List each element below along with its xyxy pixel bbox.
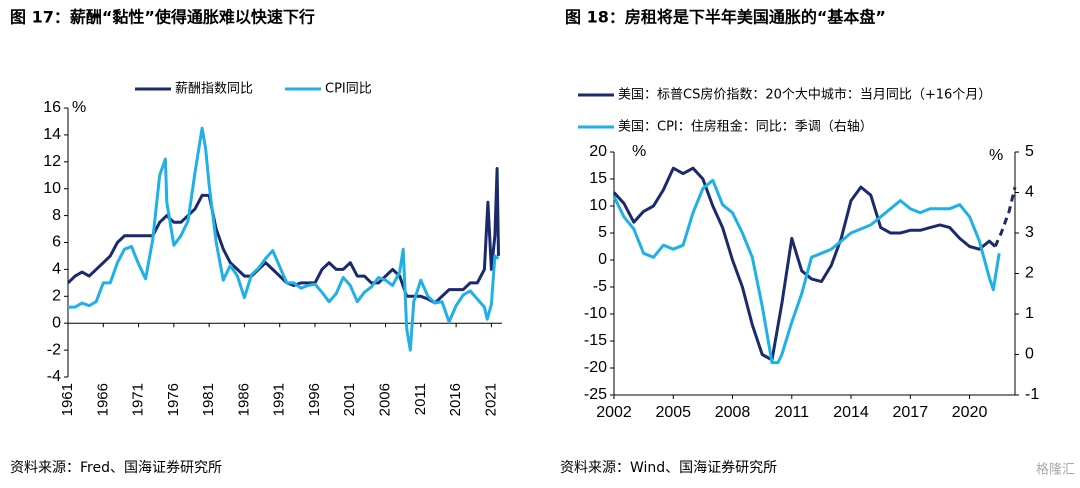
y-tick-label: 0 [52, 314, 61, 331]
y2-tick-label: 1 [1025, 305, 1034, 322]
series-line [68, 126, 500, 352]
x-tick-label: 2011 [775, 404, 810, 421]
x-tick-label: 2006 [377, 383, 394, 416]
x-tick-label: 1986 [235, 383, 252, 416]
y-tick-label: -2 [47, 341, 61, 358]
x-tick-label: 1976 [165, 383, 182, 416]
legend-label: CPI同比 [325, 82, 372, 97]
y-tick-label: 15 [589, 170, 607, 187]
legend-label: 薪酬指数同比 [175, 82, 253, 97]
x-tick-label: 1961 [59, 383, 76, 416]
x-tick-label: 2020 [952, 404, 988, 421]
y-unit: % [72, 99, 86, 116]
x-tick-label: 2016 [447, 383, 464, 416]
x-tick-label: 2011 [412, 383, 429, 415]
y-tick-label: 8 [52, 207, 61, 224]
chart-title: 图 17：薪酬“黏性”使得通胀难以快速下行 [10, 8, 315, 27]
y2-unit: % [989, 147, 1003, 164]
y2-tick-label: 3 [1025, 224, 1034, 241]
legend-label: 美国：CPI：住房租金：同比：季调（右轴） [618, 119, 873, 135]
y-tick-label: 16 [43, 99, 61, 116]
watermark: 格隆汇 [1036, 462, 1075, 478]
y-tick-label: -4 [47, 368, 61, 385]
y-tick-label: 6 [52, 234, 61, 251]
y-tick-label: -25 [584, 386, 607, 403]
series-line [612, 178, 1001, 365]
legend-label: 美国：标普CS房价指数：20个大中城市：当月同比（+16个月） [618, 87, 991, 103]
x-tick-label: 2005 [655, 404, 691, 421]
y-tick-label: 0 [598, 251, 607, 268]
y-tick-label: 10 [589, 197, 607, 214]
series-line [612, 166, 997, 362]
x-tick-label: 2001 [341, 383, 358, 416]
x-tick-label: 1971 [130, 383, 147, 416]
source: 资料来源：Fred、国海证券研究所 [10, 460, 222, 476]
series-line-dashed [993, 186, 1017, 248]
y-tick-label: 2 [52, 288, 61, 305]
y2-tick-label: 0 [1025, 346, 1034, 363]
x-tick-label: 2014 [833, 404, 869, 421]
y-tick-label: -20 [584, 359, 607, 376]
y-tick-label: -10 [584, 305, 607, 322]
x-tick-label: 1966 [94, 383, 111, 416]
y-tick-label: -5 [593, 278, 607, 295]
y-tick-label: 5 [598, 224, 607, 241]
y2-tick-label: 4 [1025, 184, 1034, 201]
x-tick-label: 1981 [200, 383, 217, 416]
y2-tick-label: 5 [1025, 143, 1034, 160]
source: 资料来源：Wind、国海证券研究所 [560, 460, 777, 476]
x-tick-label: 2017 [893, 404, 929, 421]
x-tick-label: 2002 [596, 404, 632, 421]
x-tick-label: 2008 [715, 404, 751, 421]
y-tick-label: 4 [52, 261, 61, 278]
series-line [66, 167, 500, 305]
y-tick-label: 14 [43, 126, 61, 143]
x-tick-label: 1996 [306, 383, 323, 416]
y-tick-label: 12 [43, 153, 61, 170]
y2-tick-label: 2 [1025, 265, 1034, 282]
y-tick-label: -15 [584, 332, 607, 349]
chart-title: 图 18：房租将是下半年美国通胀的“基本盘” [565, 8, 886, 27]
x-tick-label: 1991 [271, 383, 288, 416]
y-unit: % [632, 143, 646, 160]
y-tick-label: 10 [43, 180, 61, 197]
y2-tick-label: -1 [1025, 386, 1039, 403]
y-tick-label: 20 [589, 143, 607, 160]
x-tick-label: 2021 [482, 383, 499, 416]
